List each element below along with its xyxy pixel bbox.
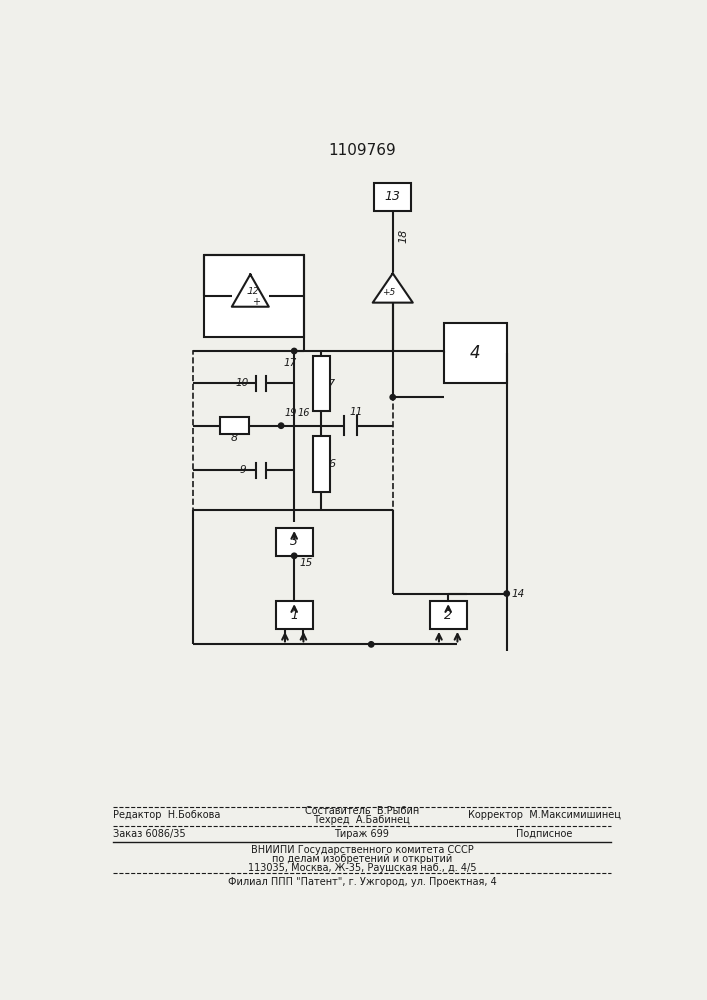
Text: +: + [252, 297, 259, 307]
Text: 17: 17 [284, 358, 297, 368]
Bar [219, 417, 249, 434]
Text: 113035, Москва, Ж-35, Раушская наб., д. 4/5: 113035, Москва, Ж-35, Раушская наб., д. … [247, 863, 477, 873]
Circle shape [291, 553, 297, 559]
Circle shape [390, 395, 395, 400]
Text: Редактор  Н.Бобкова: Редактор Н.Бобкова [113, 810, 221, 820]
Bar [312, 356, 329, 411]
Circle shape [368, 642, 374, 647]
Text: -: - [246, 288, 250, 298]
Text: Подписное: Подписное [516, 829, 573, 839]
Bar [204, 255, 304, 337]
Text: 2: 2 [444, 609, 452, 622]
Text: 3: 3 [290, 535, 298, 548]
Bar [276, 528, 312, 556]
Text: 4: 4 [470, 344, 481, 362]
Text: Заказ 6086/35: Заказ 6086/35 [113, 829, 186, 839]
Text: 14: 14 [511, 589, 525, 599]
Text: 9: 9 [239, 465, 246, 475]
Text: Составитель  В.Рыбин: Составитель В.Рыбин [305, 806, 419, 816]
Text: +5: +5 [382, 288, 395, 297]
Circle shape [279, 423, 284, 428]
Polygon shape [373, 273, 413, 303]
Bar [430, 601, 467, 629]
Text: ВНИИПИ Государственного комитета СССР: ВНИИПИ Государственного комитета СССР [250, 845, 473, 855]
Polygon shape [232, 274, 269, 307]
Bar [192, 351, 393, 510]
Text: 7: 7 [328, 379, 336, 389]
Bar [276, 601, 312, 629]
Text: по делам изобретений и открытий: по делам изобретений и открытий [271, 854, 452, 864]
Bar [374, 183, 411, 211]
Text: 8: 8 [230, 433, 238, 443]
Text: 19: 19 [284, 408, 297, 418]
Circle shape [291, 348, 297, 354]
Text: Тираж 699: Тираж 699 [334, 829, 390, 839]
Text: 1: 1 [290, 609, 298, 622]
Text: Филиал ППП "Патент", г. Ужгород, ул. Проектная, 4: Филиал ППП "Патент", г. Ужгород, ул. Про… [228, 877, 496, 887]
Text: 10: 10 [236, 378, 250, 388]
Text: Техред  А.Бабинец: Техред А.Бабинец [313, 815, 410, 825]
Text: 12: 12 [247, 287, 259, 296]
Bar [443, 323, 507, 383]
Circle shape [504, 591, 510, 596]
Text: 11: 11 [350, 407, 363, 417]
Text: Корректор  М.Максимишинец: Корректор М.Максимишинец [468, 810, 621, 820]
Text: 6: 6 [328, 459, 336, 469]
Bar [312, 436, 329, 492]
Text: 16: 16 [297, 408, 310, 418]
Text: 18: 18 [398, 228, 408, 243]
Text: 1109769: 1109769 [328, 143, 396, 158]
Text: 13: 13 [385, 190, 401, 204]
Text: 15: 15 [300, 558, 312, 568]
